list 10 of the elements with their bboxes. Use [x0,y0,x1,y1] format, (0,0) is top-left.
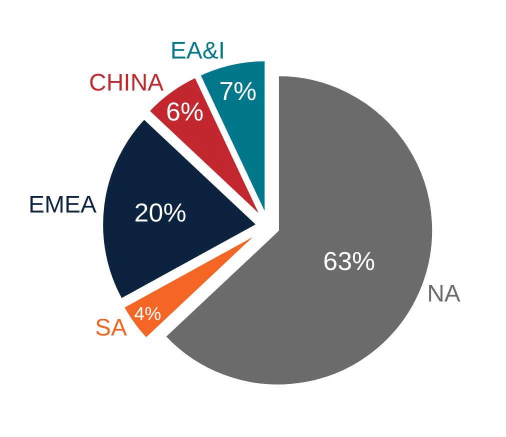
data-label: 20% [134,197,186,228]
slice-label: NA [427,280,460,308]
data-label: 7% [219,76,257,106]
slice-label: SA [94,314,127,342]
slice-label: EA&I [170,38,226,65]
data-label: 63% [323,246,376,276]
slice-label: CHINA [89,69,164,96]
data-label: 6% [166,96,204,127]
slice-label: EMEA [28,191,97,218]
data-label: 4% [134,302,162,324]
